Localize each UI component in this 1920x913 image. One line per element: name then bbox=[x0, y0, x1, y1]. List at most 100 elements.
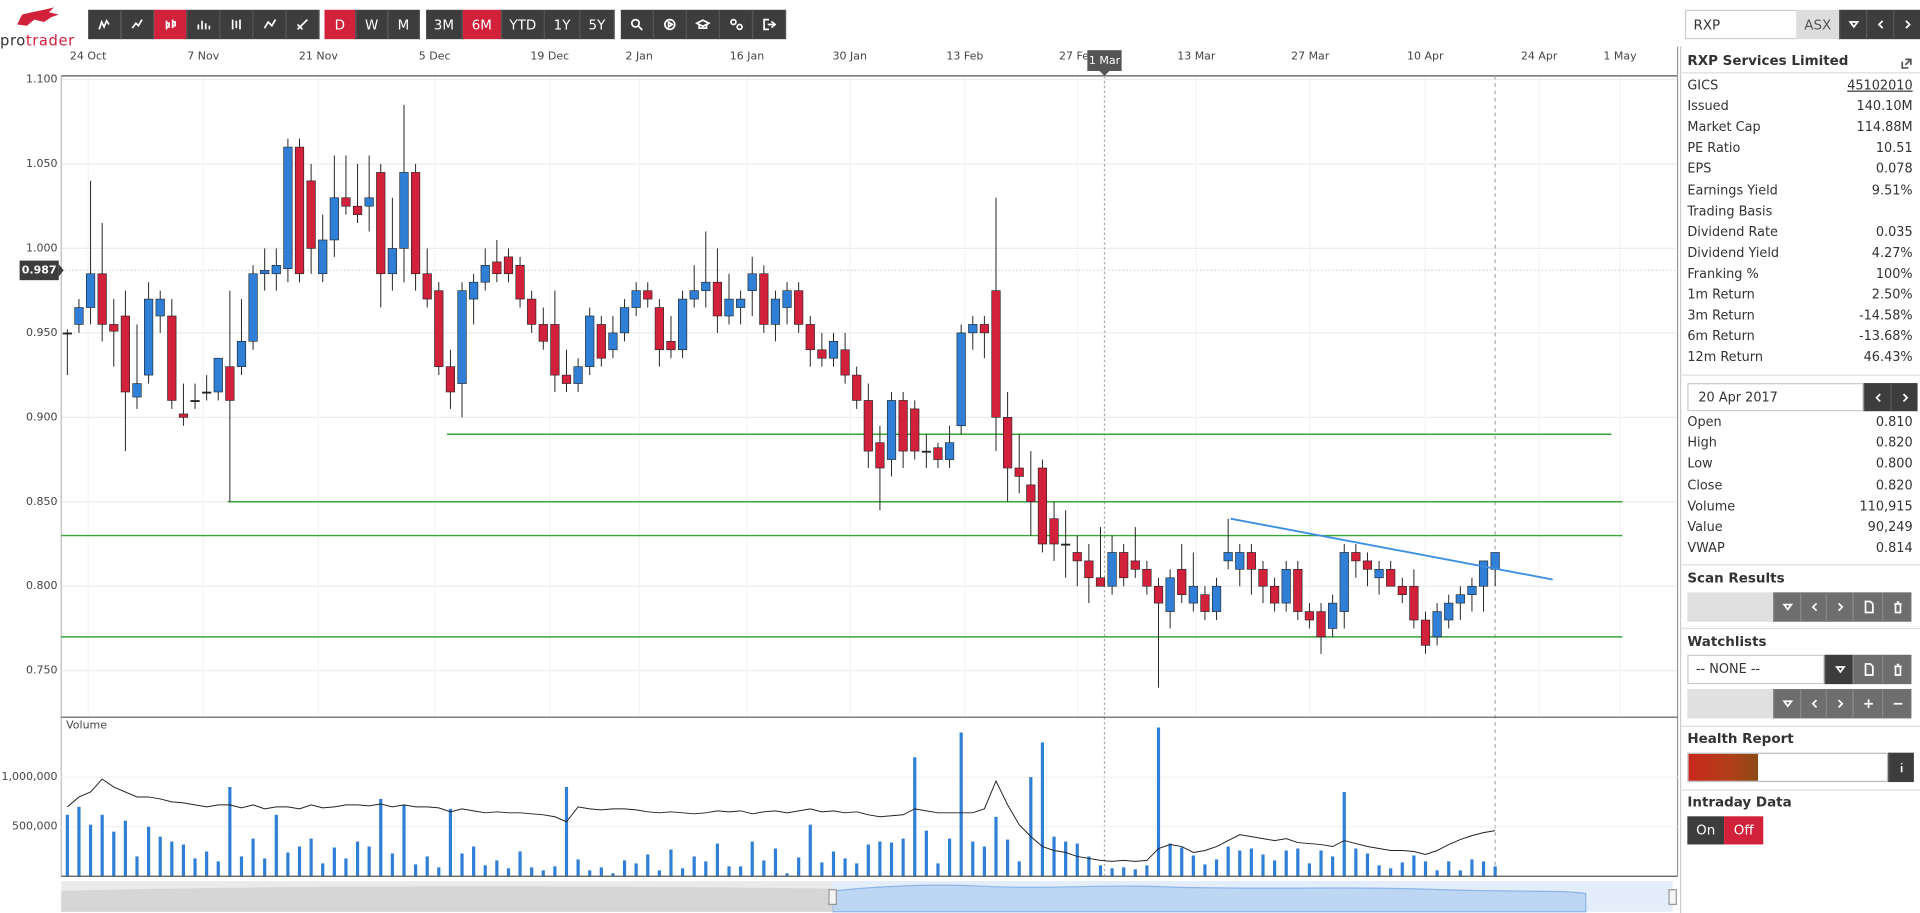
candle-body bbox=[515, 265, 525, 300]
volume-bar bbox=[495, 860, 499, 877]
watchlist-select[interactable]: -- NONE -- bbox=[1687, 654, 1825, 685]
watch-button[interactable] bbox=[1773, 689, 1801, 719]
tool-button[interactable] bbox=[753, 9, 787, 40]
icon-path bbox=[763, 18, 777, 31]
volume-bar bbox=[332, 847, 336, 877]
candle-body bbox=[1165, 577, 1175, 612]
x-tick-label: 13 Mar bbox=[1177, 49, 1216, 62]
watchlist-button[interactable] bbox=[1882, 654, 1912, 685]
info-value: 46.43% bbox=[1863, 350, 1913, 366]
volume-bar bbox=[1423, 861, 1428, 877]
range-button[interactable]: 3M bbox=[426, 9, 463, 40]
date-button[interactable] bbox=[1863, 383, 1891, 412]
tool-button[interactable] bbox=[653, 9, 687, 40]
scan-button[interactable] bbox=[1773, 592, 1801, 622]
logo: protrader bbox=[0, 5, 76, 49]
scan-field[interactable] bbox=[1687, 592, 1774, 622]
candle-body bbox=[1478, 560, 1489, 587]
info-row: PE Ratio 10.51 bbox=[1687, 139, 1912, 159]
range-button[interactable]: YTD bbox=[502, 9, 545, 40]
scan-button[interactable] bbox=[1800, 592, 1827, 622]
chart-type-button[interactable] bbox=[253, 9, 287, 40]
icon-path bbox=[1811, 602, 1817, 612]
watch-button[interactable] bbox=[1882, 689, 1912, 719]
info-label: GICS bbox=[1687, 78, 1719, 94]
quote-value: 0.820 bbox=[1875, 435, 1913, 451]
volume-bar bbox=[994, 816, 998, 877]
search-input[interactable]: RXP bbox=[1684, 9, 1798, 40]
interval-button[interactable]: D bbox=[324, 9, 357, 40]
scan-button[interactable] bbox=[1825, 592, 1853, 622]
candle-body bbox=[1061, 543, 1071, 546]
intraday-toggle[interactable]: On bbox=[1687, 816, 1725, 845]
candle-body bbox=[1397, 585, 1407, 595]
chart-type-button[interactable] bbox=[154, 9, 188, 40]
volume-bar bbox=[1145, 865, 1149, 877]
chart-type-button[interactable] bbox=[220, 9, 254, 40]
chart-type-button[interactable] bbox=[88, 9, 122, 40]
icon bbox=[1863, 699, 1873, 709]
chart-type-button[interactable] bbox=[121, 9, 155, 40]
interval-button[interactable]: W bbox=[356, 9, 389, 40]
range-button[interactable]: 5Y bbox=[580, 9, 615, 40]
volume-bar bbox=[611, 873, 615, 877]
search-button[interactable] bbox=[1839, 9, 1867, 40]
tool-button[interactable] bbox=[686, 9, 721, 40]
quote-label: Low bbox=[1687, 456, 1713, 472]
watch-button[interactable] bbox=[1825, 689, 1853, 719]
volume-bar bbox=[808, 824, 812, 877]
external-link[interactable] bbox=[1899, 53, 1914, 69]
info-label: 1m Return bbox=[1687, 287, 1755, 303]
volume-bar bbox=[843, 858, 847, 877]
volume-bar bbox=[77, 806, 81, 877]
volume-bar bbox=[901, 838, 905, 877]
watch-field[interactable] bbox=[1687, 689, 1774, 719]
candle-body bbox=[1432, 611, 1442, 638]
watchlist-button[interactable] bbox=[1852, 654, 1883, 685]
date-input[interactable]: 20 Apr 2017 bbox=[1687, 383, 1864, 412]
range-button[interactable]: 1Y bbox=[544, 9, 581, 40]
exchange[interactable]: ASX bbox=[1796, 9, 1840, 40]
tool-button[interactable] bbox=[720, 9, 754, 40]
volume-bar bbox=[878, 841, 882, 877]
scan-button[interactable] bbox=[1852, 592, 1883, 622]
chart-type-button[interactable] bbox=[286, 9, 320, 40]
y-tick-label: 1.100 bbox=[26, 73, 58, 86]
search-button[interactable] bbox=[1866, 9, 1894, 40]
info-value: 2.50% bbox=[1871, 287, 1913, 303]
watchlist-button[interactable] bbox=[1824, 654, 1854, 685]
tool-button[interactable] bbox=[620, 9, 654, 40]
info-value[interactable]: 45102010 bbox=[1847, 78, 1913, 94]
separator bbox=[1680, 564, 1920, 566]
volume-bar bbox=[1389, 868, 1393, 877]
candle-body bbox=[457, 290, 467, 384]
candle-body bbox=[225, 366, 235, 401]
info-row: Trading Basis bbox=[1687, 201, 1912, 221]
candle-body bbox=[155, 298, 165, 317]
candle-body bbox=[422, 273, 432, 300]
range-button[interactable]: 6M bbox=[462, 9, 503, 40]
x-tick-label: 7 Nov bbox=[187, 49, 219, 62]
watch-button[interactable] bbox=[1800, 689, 1827, 719]
icon bbox=[296, 18, 308, 30]
volume-bar bbox=[889, 842, 894, 877]
volume-tick-label: 500,000 bbox=[12, 820, 58, 833]
crosshair-badge bbox=[1087, 50, 1122, 71]
icon-path bbox=[165, 19, 176, 30]
volume-bar bbox=[1064, 841, 1068, 877]
volume-bar bbox=[750, 841, 754, 877]
candle-body bbox=[1455, 594, 1465, 604]
intraday-toggle[interactable]: Off bbox=[1724, 816, 1764, 845]
watch-button[interactable] bbox=[1852, 689, 1883, 719]
chart-type-button[interactable] bbox=[187, 9, 221, 40]
volume-bar bbox=[692, 856, 696, 877]
icon-path bbox=[1877, 20, 1883, 29]
scan-button[interactable] bbox=[1882, 592, 1912, 622]
volume-bar bbox=[1052, 836, 1056, 877]
interval-button[interactable]: M bbox=[388, 9, 421, 40]
navigator-handle bbox=[828, 889, 837, 906]
health-info[interactable] bbox=[1888, 752, 1914, 783]
search-button[interactable] bbox=[1893, 9, 1920, 40]
date-button[interactable] bbox=[1890, 383, 1918, 412]
icon-path bbox=[1834, 666, 1846, 674]
